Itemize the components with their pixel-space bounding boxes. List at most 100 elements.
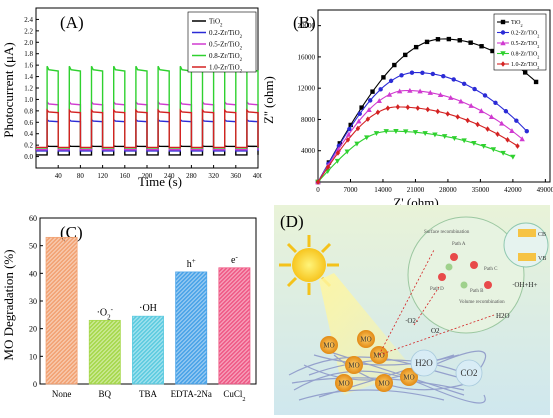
chart-c-hatch-line — [218, 295, 250, 329]
chart-c-hatch-line — [183, 359, 207, 384]
chart-c-category-label: None — [52, 389, 72, 399]
chart-a-ytick-label: 1.2 — [24, 85, 33, 93]
chart-a-xtick-label: 320 — [208, 172, 219, 180]
chart-b-series-markers — [315, 129, 516, 185]
chart-b-point — [399, 73, 404, 78]
chart-c-hatch-line — [89, 320, 102, 334]
mo-particle-label: MO — [373, 352, 384, 360]
chart-c-hatch-line — [132, 343, 164, 378]
chart-c-hatch-line — [187, 363, 207, 384]
chart-c-hatch-line — [218, 307, 250, 341]
chart-b-point — [441, 134, 448, 139]
chart-b-point — [495, 131, 500, 137]
chart-c-ylabel: MO Degradation (%) — [1, 249, 16, 360]
chart-c-hatch-line — [260, 272, 262, 384]
chart-a-legend: TiO20.2-Zr/TiO20.5-Zr/TiO20.8-Zr/TiO21.0… — [187, 11, 257, 74]
mo-particle — [345, 356, 363, 374]
chart-c-hatch-line — [148, 367, 164, 384]
chart-b-point — [370, 89, 375, 94]
chart-c-hatch-line — [132, 323, 164, 358]
chart-c-hatch-line — [218, 319, 250, 353]
chart-c-hatch-line — [46, 281, 78, 315]
chart-b-series-line — [317, 106, 518, 183]
chart-c-hatch-line — [46, 285, 78, 319]
chart-c-hatch-line — [256, 272, 262, 384]
chart-c-bar — [175, 271, 262, 385]
chart-c-hatch-line — [46, 253, 78, 287]
chart-b-point — [357, 111, 362, 116]
chart-b-point — [514, 118, 519, 123]
chart-c-hatch-line — [46, 333, 78, 367]
chart-b-point — [509, 128, 515, 134]
chart-b-xtick-label: 42000 — [504, 186, 522, 194]
chart-c-hatch-line — [46, 237, 78, 271]
chart-b-point — [480, 143, 487, 149]
chart-a-legend-box — [187, 11, 257, 73]
chart-c-bar-outline — [132, 315, 164, 385]
chart-b-point — [465, 117, 470, 124]
co2-label: CO2 — [460, 368, 477, 378]
mo-particle-label: MO — [323, 342, 334, 350]
chart-c-hatch-line — [175, 319, 207, 354]
chart-b-axes: 0 7000 14000 21000 28000 35000 42000 49000 4000 8… — [298, 9, 553, 194]
chart-b-point — [427, 89, 433, 95]
chart-c-hatch-line — [46, 297, 78, 331]
chart-c-bars: None BQ ·O2- TBA ·OH EDTA-2Na h+ CuCl2 e- — [45, 236, 262, 403]
chart-b-point — [412, 130, 419, 135]
path-c-label: Path C — [484, 267, 498, 272]
mo-particle-label: MO — [348, 362, 359, 370]
chart-c-hatch-line — [50, 357, 78, 384]
chart-b-point — [430, 71, 436, 77]
chart-c-hatch-line — [218, 283, 250, 317]
chart-b-point — [335, 150, 341, 156]
cb-band — [518, 229, 536, 237]
chart-b-point — [435, 37, 441, 42]
chart-b-point — [490, 48, 495, 54]
chart-c-hatch-line — [46, 237, 75, 267]
chart-a-xtick-label: 280 — [186, 172, 197, 180]
chart-a-ytick-label: 2.4 — [24, 16, 33, 24]
chart-b-point — [445, 111, 450, 117]
chart-c-hatch-line — [218, 279, 250, 313]
panel-label-d: (D) — [280, 212, 304, 231]
chart-b-point — [409, 70, 415, 75]
chart-c-hatch-line — [218, 267, 228, 277]
vb-label: VB — [538, 256, 546, 262]
chart-b-point — [378, 87, 383, 92]
chart-b-series-markers — [315, 104, 520, 185]
mo-particle — [320, 336, 338, 354]
chart-b-point — [347, 126, 352, 132]
chart-c-category-label: TBA — [139, 389, 158, 399]
chart-b-point — [373, 131, 380, 137]
chart-b-point — [359, 105, 364, 110]
chart-c-hatch-line — [89, 348, 121, 382]
chart-c-hatch-line — [132, 316, 158, 342]
volume-recombination-label: Volume recombination — [459, 300, 505, 305]
chart-b-point — [325, 164, 331, 170]
chart-c-hatch-line — [175, 287, 207, 322]
chart-c-bar-outline — [88, 319, 121, 385]
chart-c-hatch-line — [218, 303, 250, 337]
chart-b-point — [388, 78, 394, 84]
cb-label: CB — [538, 232, 546, 238]
chart-c-hatch-line — [222, 355, 250, 384]
chart-c-hatch-line — [218, 351, 250, 384]
chart-b-point — [490, 147, 497, 153]
chart-b-legend-label: 0.2-Zr/TiO2 — [511, 31, 539, 39]
chart-b-point — [522, 70, 528, 75]
chart-a-ytick-label: 1.8 — [24, 50, 33, 58]
chart-c-hatch-line — [46, 353, 78, 384]
chart-b-point — [392, 62, 397, 68]
chart-b-point — [446, 36, 452, 42]
chart-panel-a: (A) 40 80 120 160 200 240 280 320 360 400 0.0 0.2 0.… — [1, 7, 262, 189]
chart-a-legend-label: 0.8-Zr/TiO2 — [209, 52, 243, 63]
chart-c-hatch-line — [175, 335, 207, 370]
panel-label-a: (A) — [60, 13, 84, 32]
chart-c-hatch-line — [175, 307, 207, 342]
chart-b-point — [441, 74, 446, 79]
chart-b-point — [468, 40, 473, 45]
chart-b-point — [488, 114, 495, 119]
chart-c-bar — [132, 315, 164, 385]
chart-b-point — [383, 129, 389, 135]
